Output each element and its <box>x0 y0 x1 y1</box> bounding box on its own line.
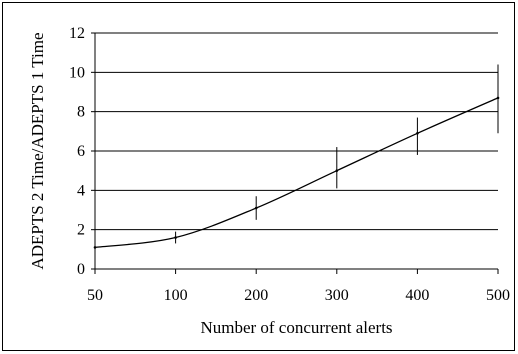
x-tick-label-400: 400 <box>405 287 429 304</box>
series-line-0 <box>94 97 499 249</box>
data-point-500 <box>496 96 500 100</box>
y-tick-label-10: 10 <box>69 64 85 81</box>
y-tick-label-2: 2 <box>77 222 85 239</box>
y-tick-label-12: 12 <box>69 25 85 42</box>
gridlines <box>95 32 498 231</box>
y-tick-label-4: 4 <box>77 182 85 199</box>
x-tick-label-100: 100 <box>164 287 188 304</box>
axes <box>91 32 499 274</box>
chart-frame: 0 2 4 6 8 10 12 50 100 200 300 400 500 Number of con… <box>2 2 515 351</box>
data-point-200 <box>254 206 258 210</box>
data-point-50 <box>93 246 97 249</box>
data-point-300 <box>335 169 339 172</box>
y-tick-label-6: 6 <box>77 143 85 160</box>
data-point-100 <box>174 236 177 239</box>
tick-labels: 0 2 4 6 8 10 12 50 100 200 300 400 500 <box>69 25 510 304</box>
data-point-400 <box>416 132 419 135</box>
x-tick-label-200: 200 <box>244 287 268 304</box>
y-tick-label-8: 8 <box>77 104 85 121</box>
y-axis-title: ADEPTS 2 Time/ADEPTS 1 Time <box>28 32 47 269</box>
line-chart: 0 2 4 6 8 10 12 50 100 200 300 400 500 Number of con… <box>28 25 510 337</box>
x-tick-label-50: 50 <box>87 287 103 304</box>
x-tick-label-300: 300 <box>325 287 349 304</box>
x-axis-title: Number of concurrent alerts <box>200 318 392 337</box>
series-layer <box>93 64 500 249</box>
y-tick-label-0: 0 <box>77 261 85 278</box>
x-tick-label-500: 500 <box>486 287 510 304</box>
